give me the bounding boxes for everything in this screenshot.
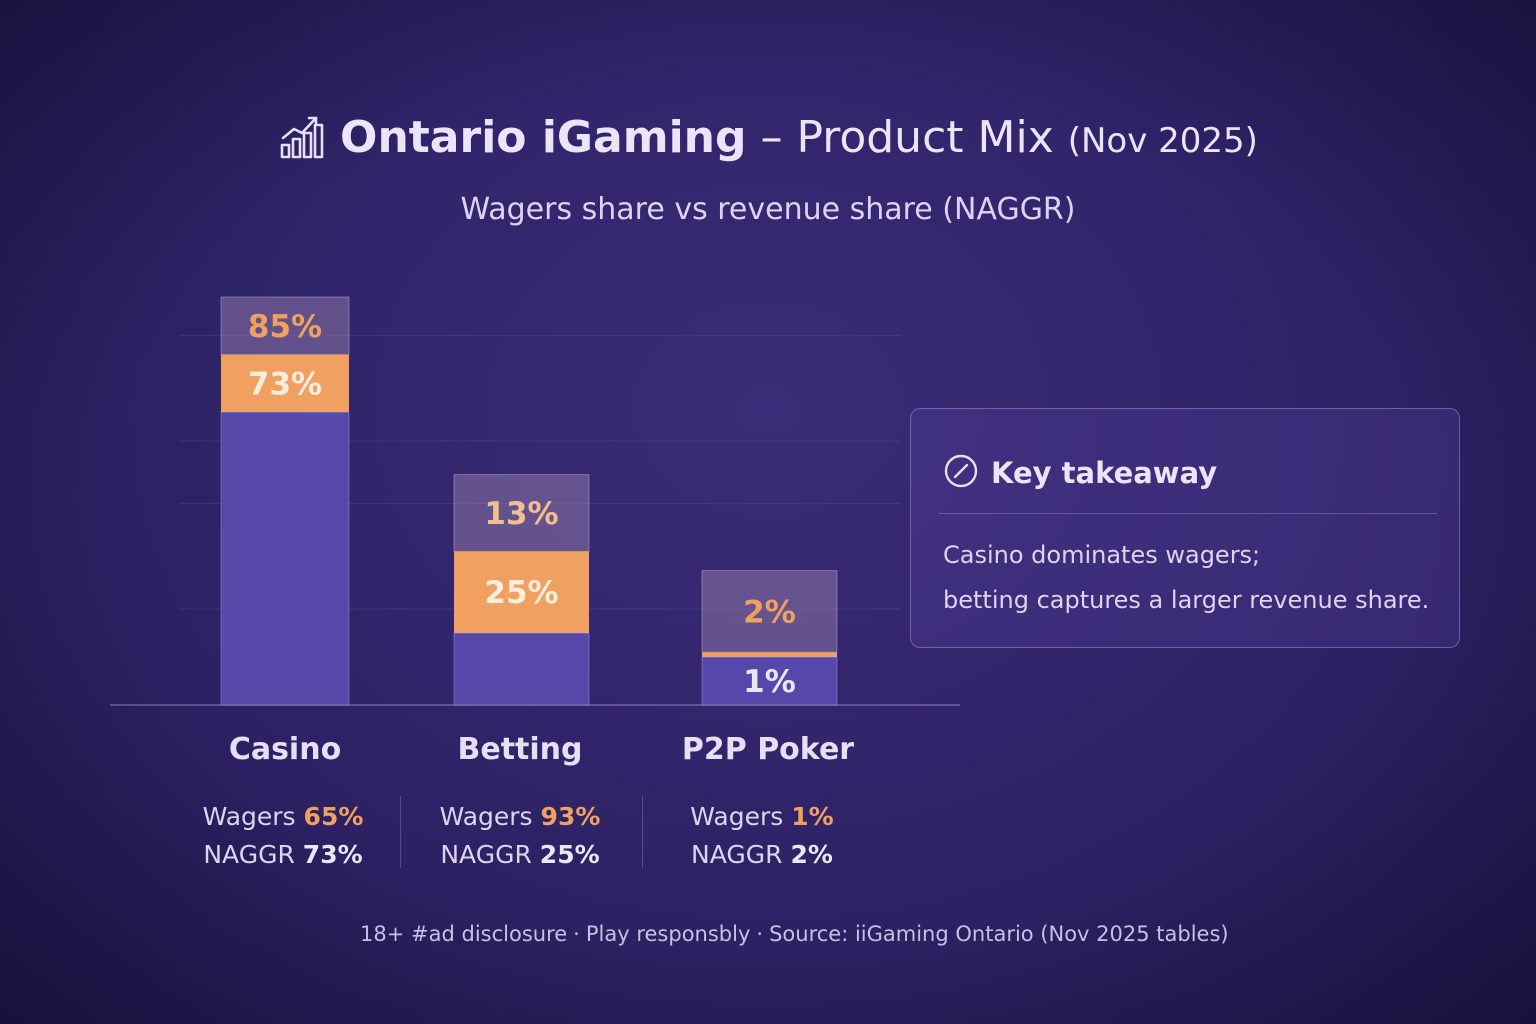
footer-separator: · <box>756 922 764 946</box>
title-light: Product Mix <box>796 111 1068 163</box>
bar-band-label: 25% <box>484 575 558 611</box>
bar-band-label: 1% <box>743 664 796 700</box>
card-divider <box>939 513 1437 514</box>
card-title: Key takeaway <box>991 456 1218 490</box>
stats-divider <box>400 796 401 868</box>
stats-casino: Wagers 65% NAGGR 73% <box>163 798 403 874</box>
takeaway-line-2: betting captures a larger revenue share. <box>943 586 1430 614</box>
naggr-value: 25% <box>539 840 600 869</box>
chart-title: Ontario iGaming – Product Mix (Nov 2025) <box>0 102 1536 172</box>
stats-p2p-poker: Wagers 1% NAGGR 2% <box>642 798 882 874</box>
bar-base-2 <box>701 656 838 706</box>
wagers-label: Wagers <box>439 802 533 831</box>
bar-naggr-band-1 <box>454 551 589 633</box>
category-label-casino: Casino <box>228 732 342 767</box>
chart-subtitle: Wagers share vs revenue share (NAGGR) <box>460 192 1076 227</box>
source-note: Source: iiGaming Ontario (Nov 2025 table… <box>769 922 1229 946</box>
footer-separator: · <box>573 922 580 946</box>
slash-circle-icon <box>943 453 979 493</box>
naggr-label: NAGGR <box>691 840 783 869</box>
bar-top-cap-0 <box>220 296 350 356</box>
bar-naggr-band-0 <box>221 354 349 413</box>
age-notice: 18+ <box>360 922 405 946</box>
naggr-value: 2% <box>790 840 833 869</box>
takeaway-line-1: Casino dominates wagers; <box>943 541 1261 569</box>
bar-band-label: 73% <box>248 366 322 402</box>
wagers-label: Wagers <box>690 802 784 831</box>
title-dash: – <box>746 111 797 163</box>
bar-top-label: 13% <box>484 496 558 532</box>
card-header: Key takeaway <box>943 453 1217 493</box>
key-takeaway-card: Key takeaway Casino dominates wagers; be… <box>910 408 1460 648</box>
stats-betting: Wagers 93% NAGGR 25% <box>400 798 640 874</box>
bar-top-cap-2 <box>701 570 838 653</box>
bar-base-1 <box>453 632 590 706</box>
bar-top-label: 85% <box>248 309 322 345</box>
footer: 18+ #ad disclosure · Play responsbly · Sourc… <box>360 922 1229 946</box>
stats-divider <box>642 796 643 868</box>
chart-growth-icon <box>278 113 326 161</box>
category-label-betting: Betting <box>457 732 583 767</box>
title-bold: Ontario iGaming <box>340 111 747 163</box>
naggr-label: NAGGR <box>203 840 295 869</box>
bar-top-label: 2% <box>743 594 796 630</box>
naggr-value: 73% <box>302 840 363 869</box>
card-body: Casino dominates wagers; betting capture… <box>943 533 1429 623</box>
ad-disclosure: #ad disclosure <box>411 922 568 946</box>
naggr-label: NAGGR <box>440 840 532 869</box>
page-title: Ontario iGaming – Product Mix (Nov 2025) <box>340 112 1258 163</box>
wagers-value: 93% <box>540 802 601 831</box>
wagers-label: Wagers <box>202 802 296 831</box>
wagers-value: 65% <box>303 802 364 831</box>
bar-naggr-band-2 <box>702 652 837 657</box>
responsible-gaming: Play responsbly <box>585 922 751 946</box>
bar-top-cap-1 <box>453 474 590 552</box>
bar-base-0 <box>220 411 350 706</box>
wagers-value: 1% <box>791 802 834 831</box>
category-label-p2p-poker: P2P Poker <box>681 732 855 767</box>
title-period: (Nov 2025) <box>1067 120 1258 161</box>
